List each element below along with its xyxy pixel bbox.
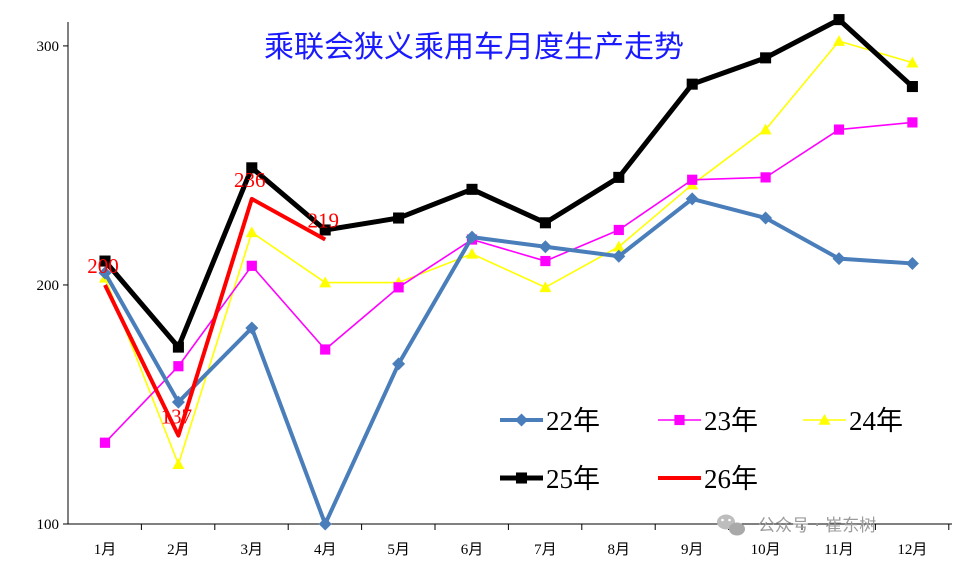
series-line: [105, 20, 912, 347]
data-label: 137: [161, 405, 193, 429]
legend-item-26年: 26年: [658, 464, 758, 494]
x-tick-label: 10月: [751, 542, 781, 558]
data-point: [539, 281, 551, 292]
x-tick-label: 2月: [167, 542, 190, 558]
x-tick-label: 9月: [681, 542, 704, 558]
data-label: 200: [87, 254, 119, 278]
legend-label: 22年: [546, 406, 600, 436]
data-point: [100, 438, 110, 448]
data-point: [246, 226, 258, 237]
data-point: [761, 172, 771, 182]
data-point: [393, 212, 404, 223]
legend-label: 23年: [704, 406, 758, 436]
legend-item-25年: 25年: [500, 464, 600, 494]
data-point: [172, 458, 184, 469]
x-tick-label: 8月: [608, 542, 631, 558]
data-point: [516, 472, 527, 483]
watermark: 公众号 · 崔东树: [717, 515, 876, 537]
data-point: [760, 52, 771, 63]
legend-label: 25年: [546, 464, 600, 494]
series-line: [105, 199, 325, 436]
legend-label: 24年: [849, 406, 903, 436]
x-tick-label: 5月: [387, 542, 410, 558]
data-point: [540, 217, 551, 228]
data-point: [614, 225, 624, 235]
data-point: [394, 282, 404, 292]
x-tick-label: 4月: [314, 542, 337, 558]
data-point: [907, 81, 918, 92]
data-point: [173, 342, 184, 353]
x-tick-label: 7月: [534, 542, 557, 558]
series-line: [105, 199, 912, 524]
legend-item-24年: 24年: [803, 406, 903, 436]
chart-title: 乘联会狭义乘用车月度生产走势: [264, 30, 684, 65]
data-point: [515, 414, 528, 427]
axes: 100 200 300 1月 2月 3月 4月 5月 6月 7月 8月 9月 10月 11月 12月: [37, 22, 953, 558]
data-point: [613, 172, 624, 183]
data-point: [674, 415, 684, 425]
data-point: [687, 175, 697, 185]
data-point: [540, 256, 550, 266]
series-layer: [99, 14, 919, 530]
data-point: [687, 79, 698, 90]
series-23年: [100, 117, 918, 448]
data-label: 236: [234, 168, 266, 192]
x-tick-label: 6月: [461, 542, 484, 558]
data-point: [173, 361, 183, 371]
y-tick-label: 100: [37, 517, 60, 533]
data-point: [466, 248, 478, 259]
legend-item-23年: 23年: [658, 406, 758, 436]
data-point: [906, 257, 919, 270]
x-tick-label: 11月: [824, 542, 853, 558]
legend-item-22年: 22年: [500, 406, 600, 436]
series-line: [105, 41, 912, 464]
series-26年: [105, 199, 325, 436]
data-point: [466, 184, 477, 195]
x-tick-label: 3月: [241, 542, 264, 558]
data-point: [834, 124, 844, 134]
y-tick-label: 300: [37, 39, 60, 55]
legend-label: 26年: [704, 464, 758, 494]
data-point: [539, 240, 552, 253]
data-point: [319, 518, 332, 531]
y-tick-label: 200: [37, 278, 60, 294]
watermark-text: 公众号 · 崔东树: [758, 516, 876, 536]
data-point: [247, 261, 257, 271]
wechat-icon: [717, 515, 745, 536]
x-tick-label: 12月: [897, 542, 927, 558]
data-point: [907, 117, 917, 127]
legend: 22年 23年 24年 25年 26年: [500, 406, 903, 494]
x-tick-label: 1月: [94, 542, 117, 558]
data-point: [833, 14, 844, 25]
data-point: [833, 35, 845, 46]
data-point: [320, 344, 330, 354]
series-24年: [99, 35, 918, 469]
data-label: 219: [307, 209, 339, 233]
